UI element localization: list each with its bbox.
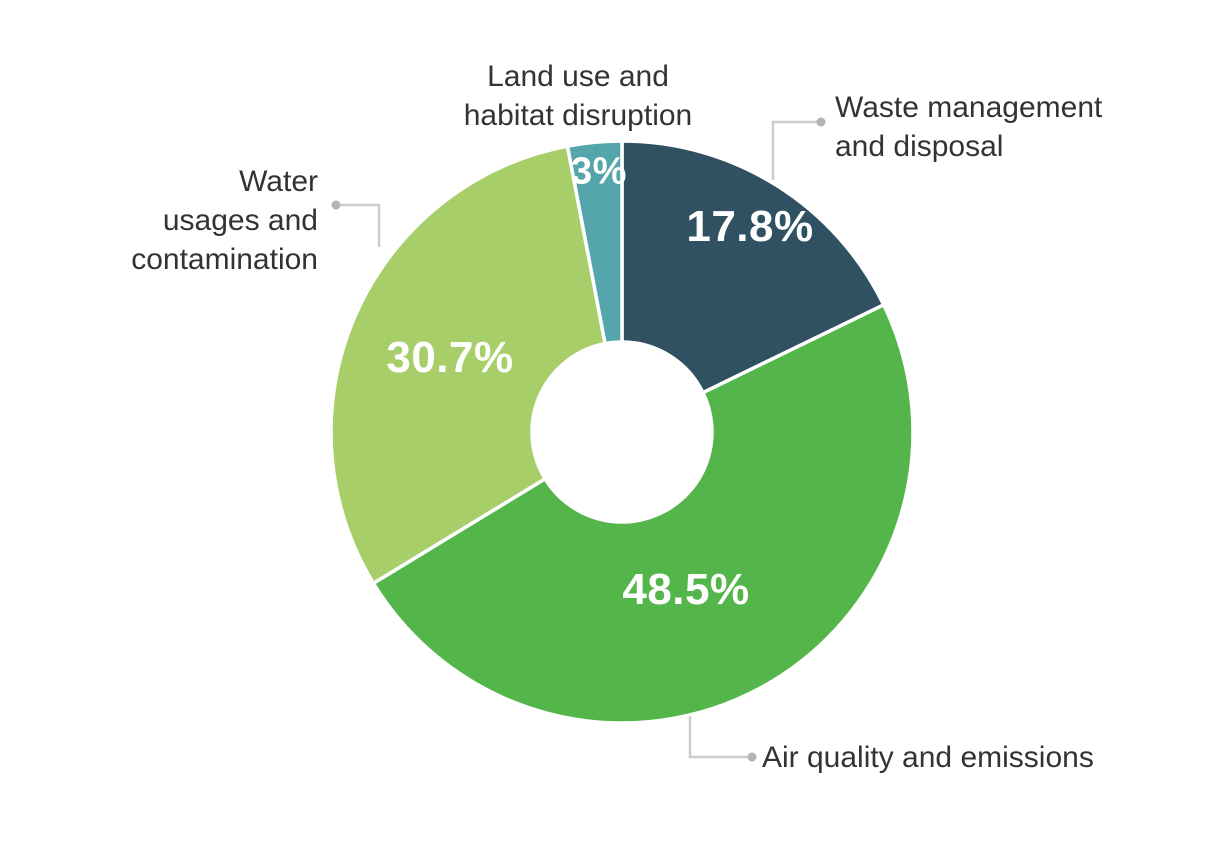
pie-slice-waste-management-and-disposal[interactable] xyxy=(620,139,887,395)
category-label-line: Waste management xyxy=(835,91,1103,124)
category-label-water-usages: Water usages and contamination xyxy=(131,162,318,279)
value-label-waste-management: 17.8% xyxy=(686,202,814,251)
category-label-waste-management: Waste management and disposal xyxy=(835,88,1102,166)
callout-line-waste xyxy=(771,117,826,180)
callout-dot-waste xyxy=(816,117,826,127)
value-label-water-usages: 30.7% xyxy=(386,333,514,382)
value-label-land-use: 3% xyxy=(571,150,627,193)
callout-line-air xyxy=(688,716,757,762)
pie-slice-water-usages-and-contamination[interactable] xyxy=(329,144,608,586)
callout-dot-air xyxy=(747,752,757,762)
category-label-line: and disposal xyxy=(835,130,1004,163)
category-label-land-use: Land use and habitat disruption xyxy=(464,57,693,135)
value-label-air-quality: 48.5% xyxy=(622,565,750,614)
category-label-line: Land use and xyxy=(487,60,669,93)
category-label-line: usages and xyxy=(162,204,318,237)
category-label-air-quality: Air quality and emissions xyxy=(762,738,1094,777)
callout-line-water xyxy=(331,200,381,247)
category-label-line: Air quality and emissions xyxy=(762,741,1094,774)
category-label-line: Water xyxy=(239,165,318,198)
category-label-line: contamination xyxy=(131,243,318,276)
callout-dot-water xyxy=(331,200,341,210)
pie-slice-air-quality-and-emissions[interactable] xyxy=(370,302,915,725)
pie-slice-land-use-and-habitat-disruption[interactable] xyxy=(565,139,624,346)
category-label-line: habitat disruption xyxy=(463,99,693,132)
